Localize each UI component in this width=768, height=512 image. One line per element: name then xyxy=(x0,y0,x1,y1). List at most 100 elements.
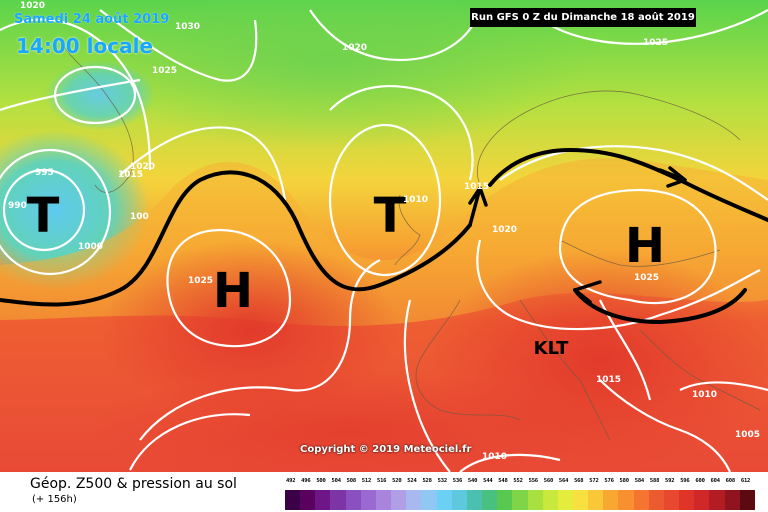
scale-label: 512 xyxy=(361,478,372,484)
scale-label: 556 xyxy=(528,478,539,484)
scale-swatch xyxy=(633,490,649,510)
isobar-label: 1025 xyxy=(643,38,668,48)
green-field-north xyxy=(70,0,590,150)
scale-label: 504 xyxy=(331,478,341,484)
isobar-label: 1020 xyxy=(342,43,367,53)
anticyclone-arrow xyxy=(573,288,747,325)
scale-label: 520 xyxy=(392,478,402,484)
isobar-label: 1005 xyxy=(735,430,760,440)
isobar-label: 1025 xyxy=(188,276,213,286)
color-scale xyxy=(285,490,755,510)
klt-label: KLT xyxy=(534,338,569,359)
scale-swatch xyxy=(330,490,346,510)
isobar-label: 100 xyxy=(130,212,149,222)
scale-swatch xyxy=(345,490,361,510)
scale-swatch xyxy=(482,490,498,510)
isobar-label: 1015 xyxy=(118,170,143,180)
isobar-label: 995 xyxy=(35,168,54,178)
jet-stream xyxy=(0,170,472,307)
scale-label: 612 xyxy=(740,478,751,484)
scale-swatch xyxy=(618,490,634,510)
scale-swatch xyxy=(466,490,483,510)
scale-label: 580 xyxy=(619,478,630,484)
jet-stream-arrow-1 xyxy=(468,186,488,227)
scale-label: 568 xyxy=(574,478,584,484)
isobar-label: 1015 xyxy=(596,375,621,385)
scale-label: 540 xyxy=(467,478,478,484)
scale-label: 536 xyxy=(452,478,463,484)
scale-label: 516 xyxy=(376,478,387,484)
scale-swatch xyxy=(315,490,331,510)
scale-swatch xyxy=(588,490,604,510)
isobar-label: 1000 xyxy=(78,242,103,252)
scale-label: 496 xyxy=(301,478,311,484)
scale-swatch xyxy=(739,490,755,510)
high-pressure-symbol-europe: H xyxy=(625,218,665,274)
isobar-label: 1025 xyxy=(634,273,659,283)
scale-swatch xyxy=(557,490,573,510)
scale-swatch xyxy=(391,490,407,510)
scale-label: 592 xyxy=(665,478,675,484)
product-title: Géop. Z500 & pression au sol xyxy=(30,476,237,492)
scale-label: 564 xyxy=(558,478,569,484)
scale-label: 508 xyxy=(346,478,357,484)
scale-label: 560 xyxy=(543,478,554,484)
scale-swatch xyxy=(512,490,528,510)
scale-swatch xyxy=(648,490,664,510)
scale-label: 608 xyxy=(725,478,736,484)
high-pressure-symbol-atlantic: H xyxy=(213,263,253,319)
isobar-label: 990 xyxy=(8,201,27,211)
jet-stream-arrow-2 xyxy=(658,166,687,188)
scale-label: 500 xyxy=(316,478,326,484)
coastlines xyxy=(59,39,761,441)
copyright: Copyright © 2019 Meteociel.fr xyxy=(300,444,472,455)
scale-swatch xyxy=(285,490,301,510)
jet-stream-east xyxy=(488,147,768,222)
scale-swatch xyxy=(709,490,725,510)
isobar-label: 1020 xyxy=(492,225,517,235)
low-pressure-symbol-west: T xyxy=(27,188,60,244)
scale-swatch xyxy=(436,490,452,510)
isobar-label: 1010 xyxy=(482,452,507,462)
isobar-label: 1010 xyxy=(403,195,428,205)
isobar-label: 1015 xyxy=(464,182,489,192)
scale-label: 548 xyxy=(498,478,508,484)
scale-label: 528 xyxy=(422,478,432,484)
hot-pool-south xyxy=(90,370,610,472)
scale-label: 604 xyxy=(710,478,721,484)
isobar-label: 1020 xyxy=(20,1,45,11)
scale-swatch xyxy=(694,490,710,510)
scale-swatch xyxy=(724,490,740,510)
isobar-label: 1030 xyxy=(175,22,200,32)
scale-label: 596 xyxy=(680,478,690,484)
legend-footer: Géop. Z500 & pression au sol (+ 156h) 49… xyxy=(0,472,768,512)
scale-swatch xyxy=(451,490,467,510)
forecast-date: Samedi 24 août 2019 xyxy=(14,12,170,27)
scale-swatch xyxy=(572,490,589,510)
isobar-label: 1020 xyxy=(130,162,155,172)
isobar-label: 1025 xyxy=(152,66,177,76)
anticyclone-arrow-head xyxy=(573,280,602,304)
scale-swatch xyxy=(542,490,558,510)
scale-swatch xyxy=(679,490,695,510)
scale-swatch xyxy=(360,490,376,510)
scale-label: 588 xyxy=(649,478,660,484)
isobar-label: 1010 xyxy=(692,390,717,400)
forecast-hour: (+ 156h) xyxy=(32,494,77,505)
scale-swatch xyxy=(603,490,619,510)
scale-label: 576 xyxy=(604,478,614,484)
isobars xyxy=(0,9,768,472)
weather-map: T T H H KLT 1020 1030 1025 1020 1025 995… xyxy=(0,0,768,472)
scale-label: 544 xyxy=(483,478,493,484)
forecast-local-time: 14:00 locale xyxy=(16,34,153,58)
scale-label: 600 xyxy=(695,478,705,484)
scale-label: 492 xyxy=(286,478,296,484)
scale-label: 524 xyxy=(407,478,417,484)
scale-label: 584 xyxy=(634,478,645,484)
scale-swatch xyxy=(300,490,316,510)
scale-swatch xyxy=(375,490,392,510)
run-info: Run GFS 0 Z du Dimanche 18 août 2019 xyxy=(470,8,696,27)
scale-label: 532 xyxy=(437,478,448,484)
scale-label: 572 xyxy=(589,478,599,484)
